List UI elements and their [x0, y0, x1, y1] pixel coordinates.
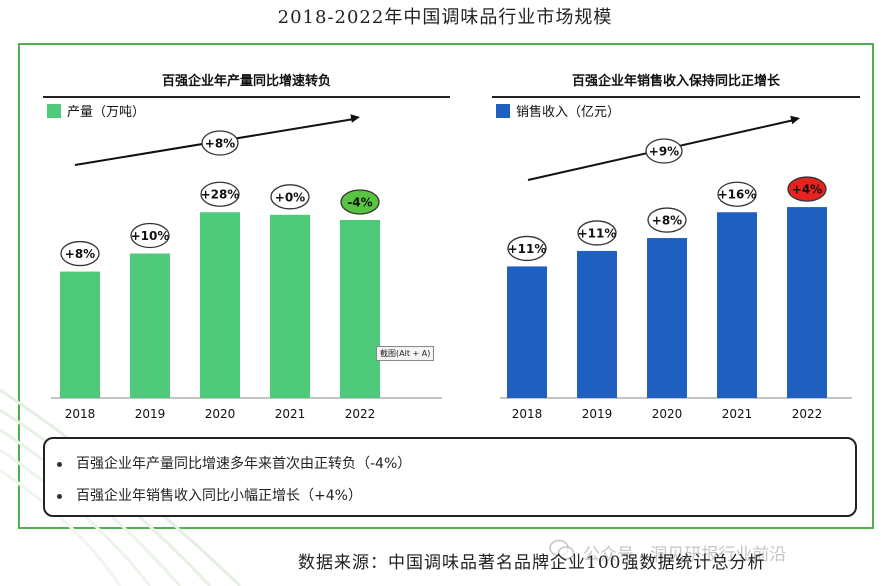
x-tick-label: 2018 — [512, 407, 543, 421]
wechat-icon — [549, 539, 575, 560]
chart-title: 百强企业年销售收入保持同比正增长 — [572, 73, 781, 89]
bar — [717, 212, 757, 398]
bullet-icon — [57, 493, 62, 499]
bar — [130, 253, 170, 398]
bar — [787, 207, 827, 398]
watermark: 公众号 · 洞见研报行业前沿 — [583, 545, 787, 565]
growth-label-badge — [717, 181, 757, 207]
growth-label-badge — [60, 240, 100, 267]
x-tick-label: 2019 — [582, 407, 613, 421]
legend-label: 产量（万吨） — [67, 105, 145, 120]
trend-label-badge — [645, 138, 683, 164]
x-tick-label: 2018 — [65, 407, 96, 421]
growth-label: +11% — [578, 226, 617, 240]
bar — [577, 250, 617, 398]
growth-label: +4% — [792, 183, 822, 197]
growth-label: -4% — [347, 195, 372, 209]
screenshot-tooltip: 截图(Alt + A) — [376, 346, 435, 361]
x-tick-label: 2021 — [275, 407, 306, 421]
legend-swatch — [496, 104, 510, 118]
note-item: 百强企业年销售收入同比小幅正增长（+4%） — [57, 485, 362, 505]
chart-title: 百强企业年产量同比增速转负 — [162, 73, 331, 89]
growth-label: +11% — [508, 242, 547, 256]
trend-arrow-head — [350, 114, 360, 123]
growth-label-badge — [130, 222, 170, 249]
x-tick-label: 2020 — [205, 407, 236, 421]
growth-label: +10% — [131, 229, 170, 243]
growth-label-badge — [200, 181, 240, 207]
notes-box: 百强企业年产量同比增速多年来首次由正转负（-4%） 百强企业年销售收入同比小幅正… — [43, 437, 857, 517]
bar — [507, 266, 547, 398]
source-note: 数据来源：中国调味品著名品牌企业100强数据统计总分析 — [298, 553, 766, 573]
note-text: 百强企业年产量同比增速多年来首次由正转负（-4%） — [76, 456, 412, 472]
growth-label-badge — [787, 176, 827, 202]
legend-swatch — [47, 104, 61, 118]
bar — [60, 271, 100, 398]
trend-label: +9% — [649, 145, 679, 159]
x-tick-label: 2019 — [135, 407, 166, 421]
growth-label-badge — [507, 235, 547, 262]
x-tick-label: 2022 — [792, 407, 823, 421]
legend-label: 销售收入（亿元） — [516, 104, 620, 120]
note-text: 百强企业年销售收入同比小幅正增长（+4%） — [76, 488, 362, 504]
x-tick-label: 2021 — [722, 407, 753, 421]
trend-arrow-head — [790, 115, 800, 125]
bar — [270, 214, 310, 398]
growth-label-badge — [577, 220, 617, 246]
bar — [200, 212, 240, 398]
page-title: 2018-2022年中国调味品行业市场规模 — [277, 7, 613, 28]
x-tick-label: 2020 — [652, 407, 683, 421]
trend-label: +8% — [205, 137, 235, 151]
bar — [647, 238, 687, 398]
growth-label: +8% — [652, 214, 682, 228]
bar — [340, 219, 380, 398]
growth-label-badge — [340, 189, 380, 215]
growth-label-badge — [270, 184, 310, 210]
note-item: 百强企业年产量同比增速多年来首次由正转负（-4%） — [57, 453, 411, 473]
trend-label-badge — [201, 130, 239, 156]
bullet-icon — [57, 461, 62, 467]
growth-label: +28% — [201, 188, 240, 202]
growth-label: +16% — [718, 188, 757, 202]
growth-label-badge — [647, 207, 687, 233]
growth-label: +8% — [65, 247, 95, 261]
x-tick-label: 2022 — [345, 407, 376, 421]
growth-label: +0% — [275, 190, 305, 204]
